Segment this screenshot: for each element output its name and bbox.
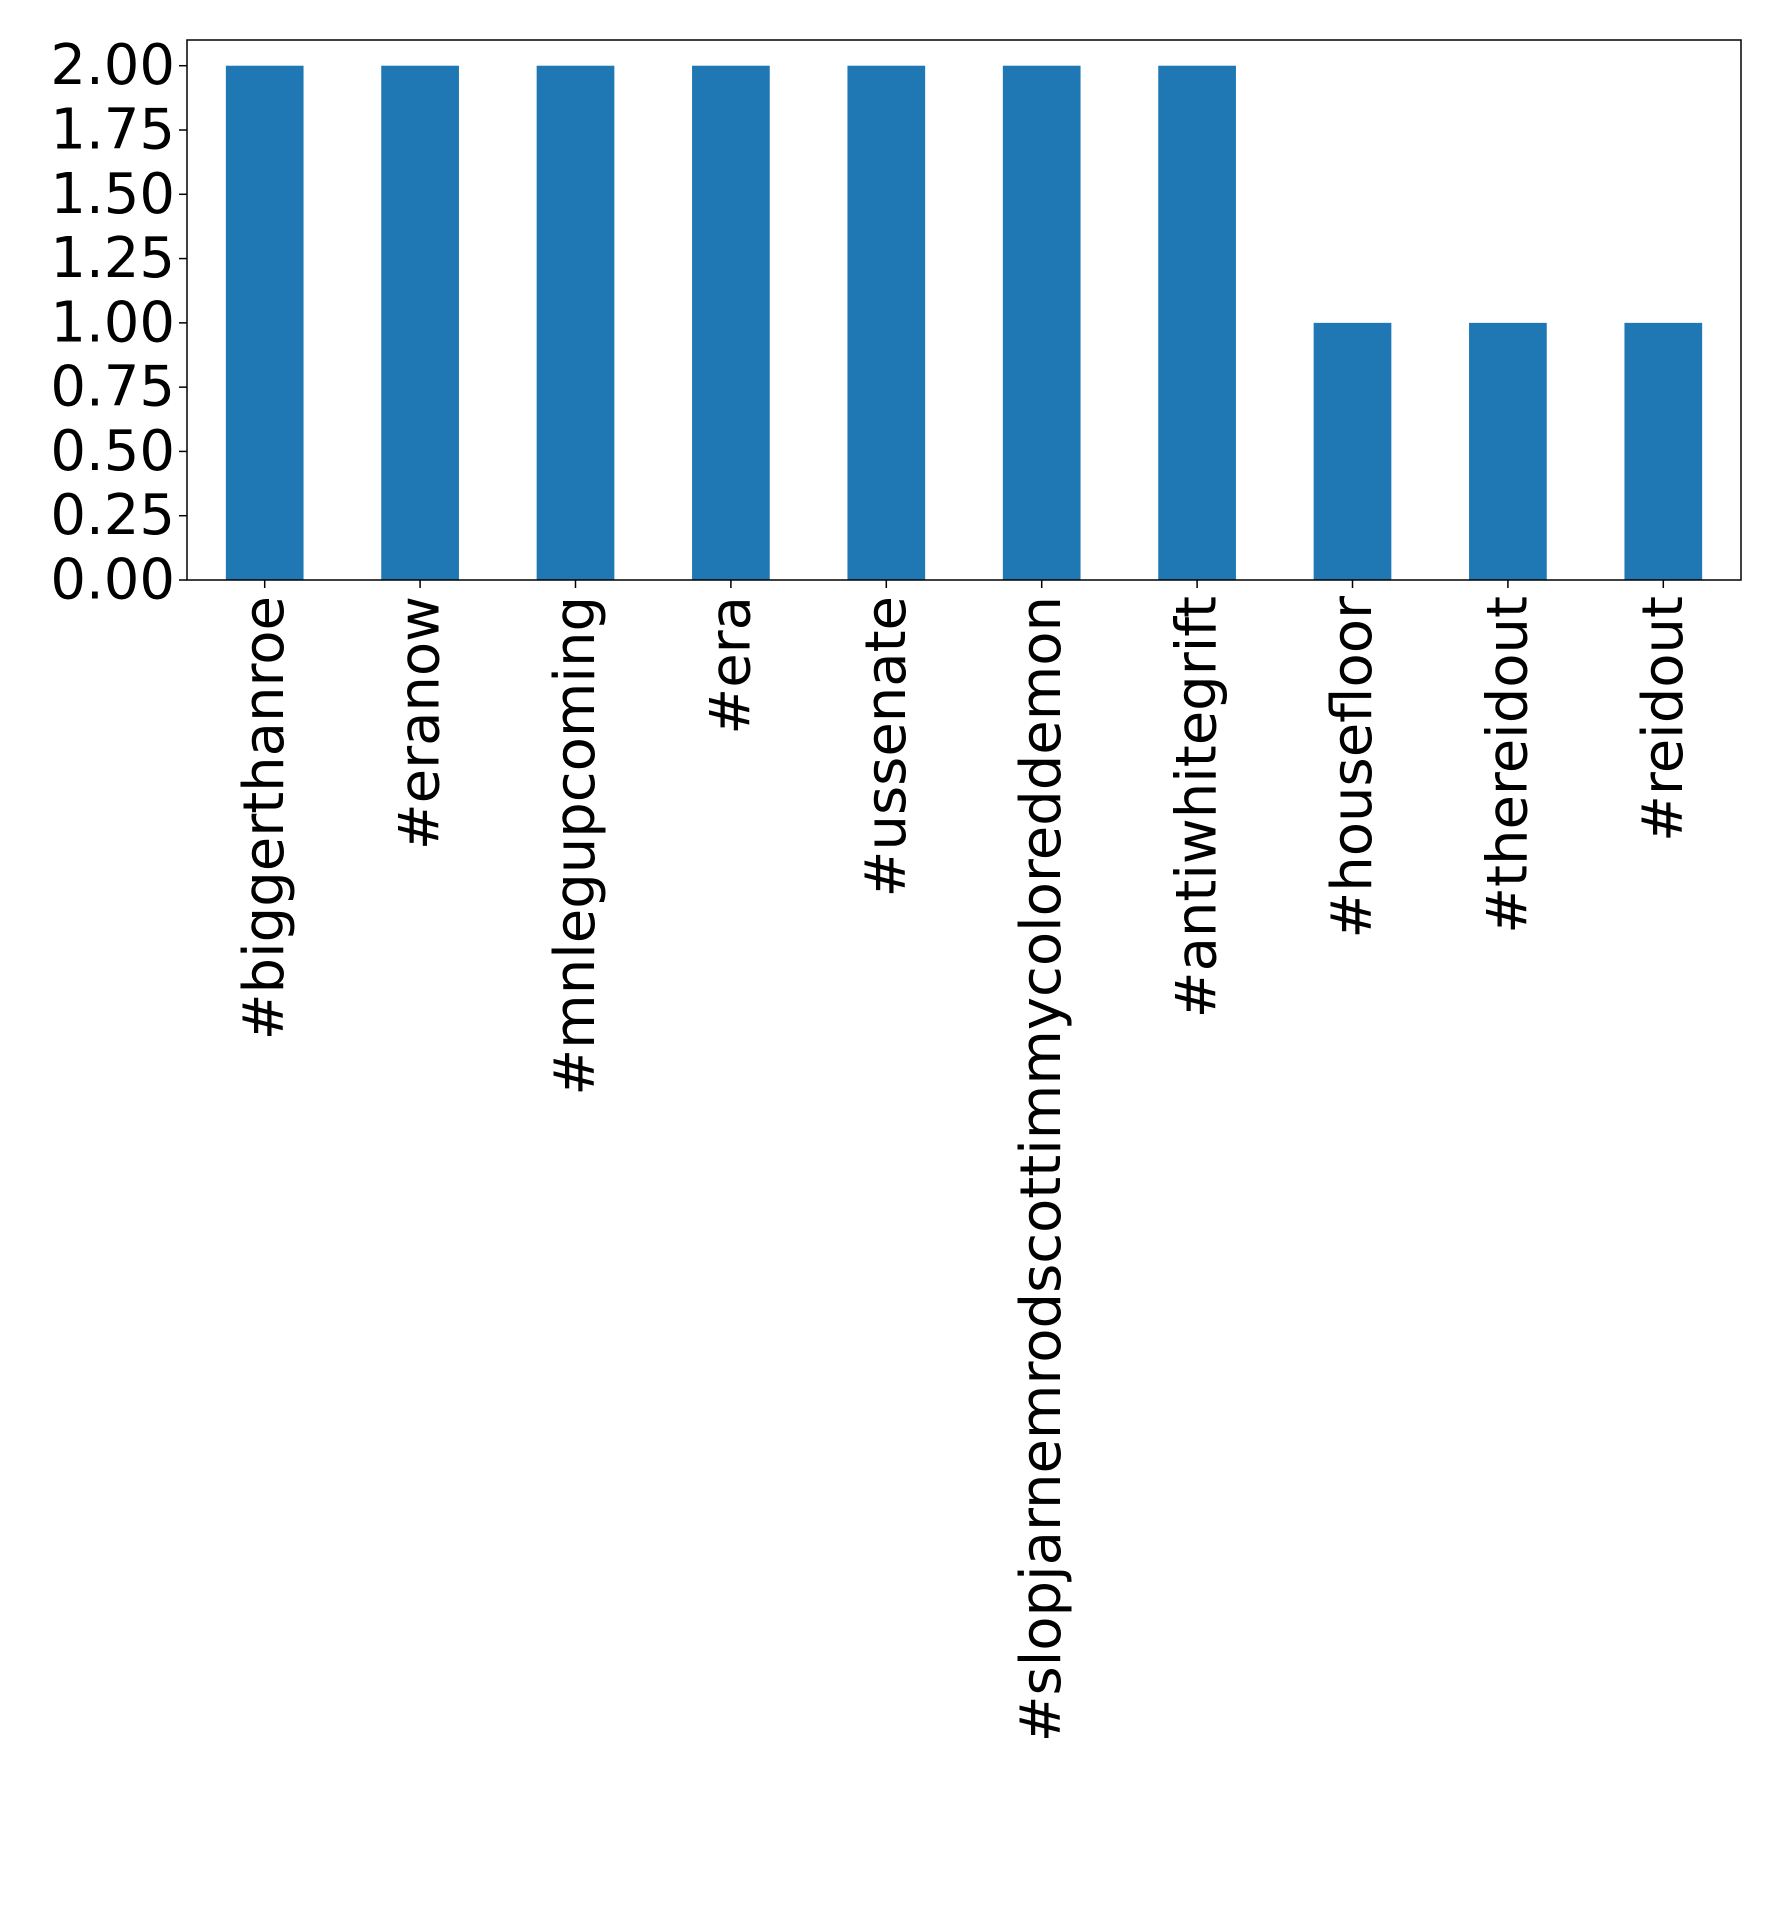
- bars-group: [225, 65, 1703, 580]
- bar-slopjarnemrodscottimmycoloreddemon: [1002, 65, 1081, 580]
- y-tick-label: 1.50: [50, 162, 175, 227]
- bar-ussenate: [847, 65, 926, 580]
- plot-frame: [186, 39, 1742, 581]
- bar-reidout: [1624, 322, 1703, 580]
- x-tick-label: #housefloor: [1320, 595, 1385, 939]
- x-axis: #biggerthanroe #eranow #mnlegupcoming #era #…: [232, 580, 1696, 1742]
- y-axis: 0.000.250.500.751.001.251.501.752.00: [50, 33, 187, 613]
- x-tick-label: #reidout: [1631, 596, 1696, 842]
- y-tick-label: 0.00: [50, 548, 175, 613]
- y-tick-label: 0.75: [50, 355, 175, 420]
- x-tick-label: #biggerthanroe: [232, 596, 297, 1040]
- x-tick-label: #slopjarnemrodscottimmycoloreddemon: [1009, 596, 1074, 1742]
- y-tick-label: 0.50: [50, 419, 175, 484]
- bar-eranow: [381, 65, 459, 580]
- y-tick-label: 2.00: [50, 33, 175, 98]
- bar-mnlegupcoming: [536, 65, 615, 580]
- bar-antiwhitegrift: [1158, 65, 1236, 580]
- x-tick-label: #eranow: [388, 596, 453, 850]
- x-tick-label: #antiwhitegrift: [1165, 596, 1230, 1018]
- x-tick-label: #era: [698, 596, 763, 735]
- x-tick-label: #mnlegupcoming: [543, 596, 608, 1096]
- x-tick-label: #ussenate: [854, 596, 919, 897]
- y-tick-label: 0.25: [50, 483, 175, 548]
- y-tick-label: 1.00: [50, 290, 175, 355]
- x-tick-label: #thereidout: [1475, 596, 1540, 934]
- bar-biggerthanroe: [225, 65, 304, 580]
- bar-thereidout: [1469, 322, 1547, 580]
- y-tick-label: 1.25: [50, 226, 175, 291]
- y-tick-label: 1.75: [50, 98, 175, 163]
- bar-housefloor: [1313, 322, 1392, 580]
- bar-era: [692, 65, 770, 580]
